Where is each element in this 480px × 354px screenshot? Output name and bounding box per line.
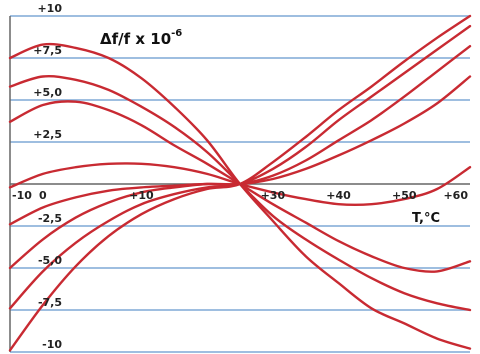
y-tick-label-7: -10 xyxy=(42,338,62,351)
series-lines xyxy=(8,14,472,352)
x-tick-label-4: +40 xyxy=(326,189,351,202)
y-tick-label-2: +5,0 xyxy=(33,86,62,99)
x-tick-label-1: 0 xyxy=(39,189,47,202)
x-axis-label: T,°C xyxy=(412,211,440,226)
series-line-8 xyxy=(8,14,472,352)
y-tick-label-3: +2,5 xyxy=(33,128,62,141)
y-tick-label-5: -5,0 xyxy=(38,254,62,267)
grid-lines xyxy=(10,15,470,353)
x-tick-label-2: +10 xyxy=(129,189,154,202)
chart-title: Δf/f x 10-6 xyxy=(100,28,182,48)
y-tick-label-0: +10 xyxy=(37,2,62,15)
x-tick-label-6: +60 xyxy=(443,189,468,202)
y-tick-label-6: -7,5 xyxy=(38,296,62,309)
x-tick-label-3: +30 xyxy=(261,189,286,202)
x-tick-label-5: +50 xyxy=(392,189,417,202)
series-line-3 xyxy=(8,100,472,273)
x-tick-labels: -10 0 +10 +30 +40 +50 +60 xyxy=(12,189,468,202)
y-tick-label-4: -2,5 xyxy=(38,212,62,225)
y-tick-label-1: +7,5 xyxy=(33,44,62,57)
y-tick-labels: +10 +7,5 +5,0 +2,5 -2,5 -5,0 -7,5 -10 xyxy=(33,2,62,351)
x-tick-label-0: -10 xyxy=(12,189,32,202)
